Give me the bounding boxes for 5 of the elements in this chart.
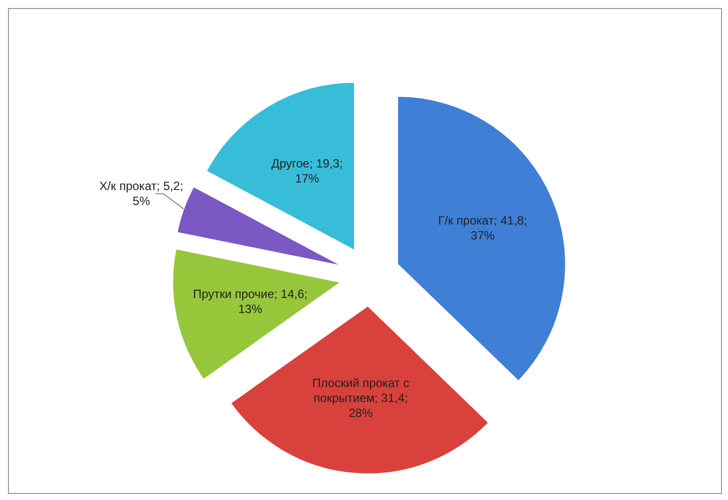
slice-label: Х/к прокат; 5,2; 5% bbox=[99, 179, 184, 208]
slice-label: Прутки прочие; 14,6; 13% bbox=[192, 286, 308, 316]
slice-label: Г/к прокат; 41,8; 37% bbox=[438, 214, 528, 243]
slice-label: Другое; 19,3; 17% bbox=[271, 156, 343, 186]
slice-label: Плоский прокат с покрытием; 31,4; 28% bbox=[312, 376, 410, 420]
